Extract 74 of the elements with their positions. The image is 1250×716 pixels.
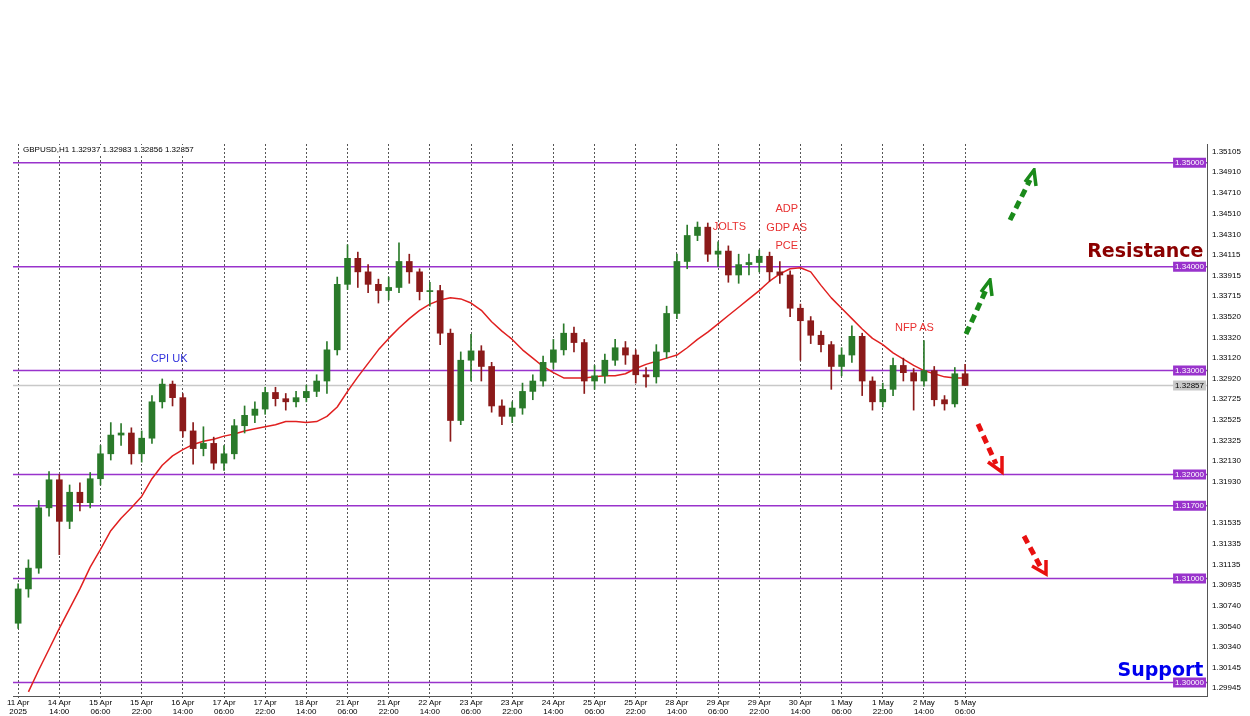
y-tick-label: 1.30540: [1212, 621, 1242, 631]
x-tick-label: 21 Apr 22:00: [377, 698, 401, 716]
candlestick: [745, 253, 753, 276]
y-tick-label: 1.31335: [1212, 538, 1242, 548]
x-tick-label: 23 Apr 06:00: [459, 698, 483, 716]
annotation: GDP AS: [766, 220, 808, 233]
ref-line-label: 1.33000: [1175, 366, 1205, 376]
ref-line-label: 1.32857: [1175, 381, 1205, 391]
ref-line-label: 1.30000: [1175, 678, 1205, 688]
annotation: Support: [1117, 658, 1204, 681]
annotation: NFP AS: [895, 321, 934, 334]
x-tick-label: 15 Apr 06:00: [88, 698, 113, 716]
annotation: ADP: [775, 202, 799, 215]
y-tick-label: 1.30935: [1212, 580, 1242, 590]
x-tick-label: 28 Apr 14:00: [665, 698, 689, 716]
candlestick: [282, 393, 290, 411]
x-tick-label: 29 Apr 06:00: [706, 698, 730, 716]
y-tick-label: 1.34910: [1212, 167, 1242, 177]
x-tick-label: 16 Apr 14:00: [171, 698, 195, 716]
candlestick: [642, 367, 650, 388]
y-tick-label: 1.31535: [1212, 518, 1242, 528]
y-tick-label: 1.35105: [1212, 147, 1242, 156]
y-tick-label: 1.33915: [1212, 270, 1242, 280]
y-tick-label: 1.33120: [1212, 353, 1242, 363]
x-tick-label: 14 Apr 14:00: [47, 698, 72, 716]
candlestick: [426, 281, 434, 307]
ref-line-label: 1.32000: [1175, 470, 1205, 480]
x-tick-label: 23 Apr 22:00: [500, 698, 525, 716]
y-tick-label: 1.32325: [1212, 435, 1242, 445]
y-tick-label: 1.31135: [1212, 559, 1241, 569]
y-tick-label: 1.30740: [1212, 600, 1242, 610]
y-tick-label: 1.32130: [1212, 456, 1242, 466]
x-tick-label: 18 Apr 14:00: [294, 698, 319, 716]
x-tick-label: 11 Apr 2025: [6, 698, 30, 716]
x-tick-label: 25 Apr 06:00: [582, 698, 607, 716]
x-tick-label: 21 Apr 06:00: [335, 698, 360, 716]
y-tick-label: 1.34710: [1212, 188, 1242, 198]
x-tick-label: 29 Apr 22:00: [747, 698, 772, 716]
ref-line-label: 1.31700: [1175, 501, 1205, 511]
y-tick-label: 1.30340: [1212, 642, 1242, 652]
x-tick-label: 17 Apr 06:00: [212, 698, 236, 716]
chart-title: GBPUSD,H1 1.32937 1.32983 1.32856 1.32857: [23, 145, 195, 155]
x-tick-label: 25 Apr 22:00: [624, 698, 648, 716]
y-tick-label: 1.33520: [1212, 311, 1242, 321]
x-tick-label: 2 May 14:00: [913, 698, 935, 716]
y-tick-label: 1.30145: [1212, 662, 1242, 672]
candlestick: [385, 276, 393, 301]
y-tick-label: 1.32525: [1212, 415, 1242, 425]
x-tick-label: 1 May 06:00: [830, 698, 853, 716]
y-tick-label: 1.29945: [1212, 683, 1242, 693]
ref-line-label: 1.34000: [1175, 262, 1205, 272]
annotation: CPI UK: [150, 351, 189, 364]
ref-line-label: 1.35000: [1175, 158, 1205, 168]
y-tick-label: 1.34510: [1212, 208, 1242, 218]
y-tick-label: 1.33320: [1212, 332, 1242, 342]
y-tick-label: 1.32725: [1212, 394, 1242, 404]
annotation: JOLTS: [712, 219, 747, 232]
x-tick-label: 1 May 22:00: [871, 698, 894, 716]
y-tick-label: 1.32920: [1212, 374, 1242, 384]
x-tick-label: 30 Apr 14:00: [788, 698, 813, 716]
y-tick-label: 1.31930: [1212, 477, 1242, 487]
x-tick-label: 22 Apr 14:00: [418, 698, 442, 716]
annotation: Resistance: [1087, 238, 1204, 261]
y-tick-label: 1.34310: [1212, 229, 1242, 239]
x-tick-label: 24 Apr 14:00: [541, 698, 566, 716]
candlestick: [467, 333, 475, 382]
x-tick-label: 17 Apr 22:00: [253, 698, 278, 716]
ref-line-label: 1.31000: [1175, 574, 1205, 584]
y-tick-label: 1.33715: [1212, 291, 1242, 301]
x-tick-label: 5 May 06:00: [954, 698, 977, 716]
y-tick-label: 1.34115: [1212, 249, 1241, 259]
candlestick: [714, 241, 722, 267]
annotation: PCE: [775, 238, 799, 251]
x-tick-label: 15 Apr 22:00: [130, 698, 154, 716]
